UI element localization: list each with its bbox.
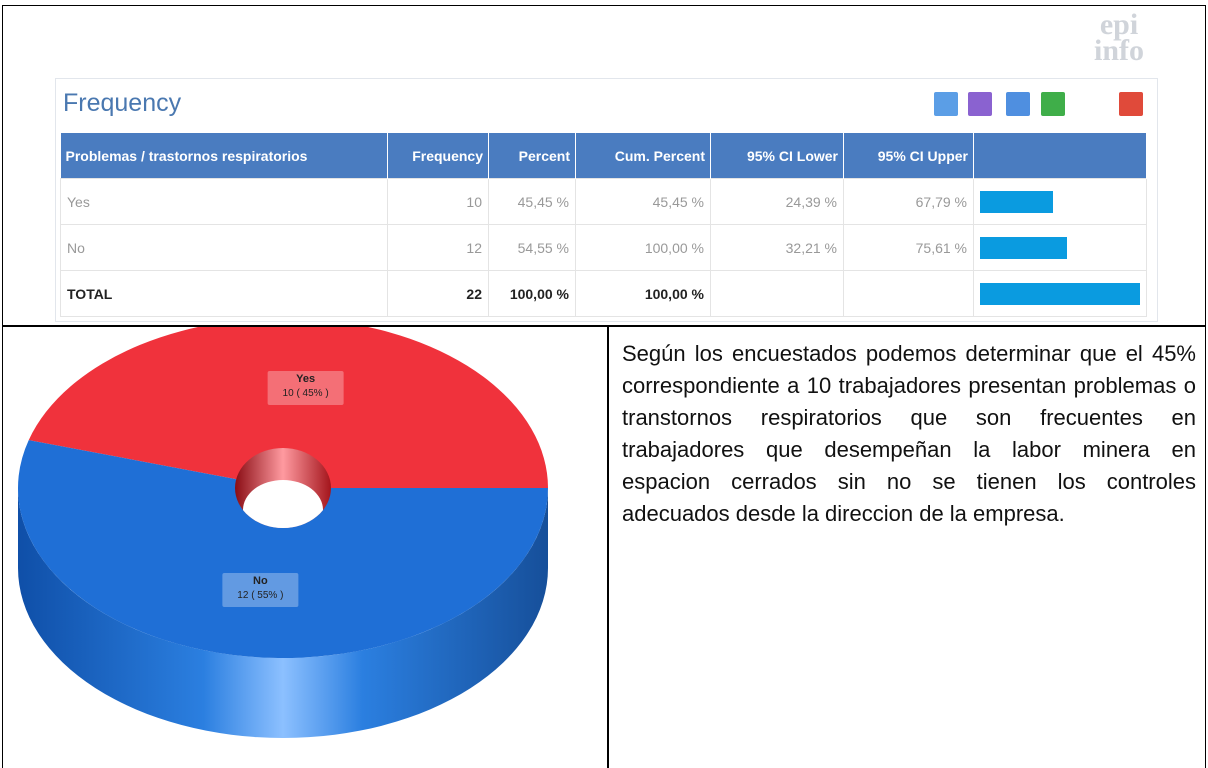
- header-cell: Frequency: [387, 133, 489, 179]
- header-cell: 95% CI Upper: [843, 133, 974, 179]
- table-cell: 45,45 %: [488, 178, 576, 225]
- table-cell: 10: [387, 178, 489, 225]
- text-cell: [607, 325, 1206, 768]
- bar-cell: [973, 178, 1147, 225]
- label-box: [222, 572, 299, 607]
- header-cell: Problemas / trastornos respiratorios: [60, 133, 388, 179]
- logo: epi info: [1088, 8, 1150, 67]
- table-cell: TOTAL: [60, 270, 388, 317]
- table-cell: 24,39 %: [710, 178, 844, 225]
- pie-side: [18, 488, 548, 738]
- logo-text: epi: [1099, 8, 1139, 41]
- table-cell: [843, 270, 974, 317]
- top-cell: [2, 5, 1206, 327]
- header-cell: Cum. Percent: [575, 133, 711, 179]
- bar: [980, 282, 1140, 305]
- slice-name: No: [253, 575, 268, 587]
- table-cell: 12: [387, 224, 489, 271]
- frequency-panel: Frequency Problemas / trastornos respira…: [55, 78, 1158, 322]
- table-cell: 100,00 %: [488, 270, 576, 317]
- pie-slice: [18, 440, 549, 658]
- frequency-table: Problemas / trastornos respiratorios Freq…: [60, 133, 1147, 317]
- table-cell: 67,79 %: [843, 178, 974, 225]
- header-cell: Percent: [488, 133, 576, 179]
- up-icon[interactable]: [1041, 92, 1065, 116]
- table-cell: 75,61 %: [843, 224, 974, 271]
- table-row: No 12 54,55 % 100,00 % 32,21 % 75,61 %: [60, 224, 1147, 271]
- header-cell: 95% CI Lower: [710, 133, 844, 179]
- slice-label: 10 ( 45% ): [283, 388, 329, 399]
- pie-slice: [28, 327, 548, 488]
- table-cell: 32,21 %: [710, 224, 844, 271]
- bar-cell: [973, 224, 1147, 271]
- logo-text: info: [1093, 34, 1144, 67]
- table-cell: 54,55 %: [488, 224, 576, 271]
- bar-cell: [973, 270, 1147, 317]
- table-cell: 45,45 %: [575, 178, 711, 225]
- paragraph: Según los encuestados podemos determinar…: [622, 341, 1196, 526]
- table-row: Yes 10 45,45 % 45,45 % 24,39 % 67,79 %: [60, 178, 1147, 225]
- table-cell: 22: [387, 270, 489, 317]
- list-icon[interactable]: [1006, 92, 1030, 116]
- slice-label: 12 ( 55% ): [237, 590, 283, 601]
- filter-icon[interactable]: [934, 92, 958, 116]
- close-icon[interactable]: [1119, 92, 1143, 116]
- chart-cell: [2, 325, 609, 768]
- bar: [980, 236, 1068, 259]
- table-cell: No: [60, 224, 388, 271]
- settings-icon[interactable]: [968, 92, 992, 116]
- bar: [980, 190, 1053, 213]
- slice-name: Yes: [296, 373, 315, 385]
- label-box: [267, 371, 344, 406]
- panel-title: Frequency: [63, 89, 182, 117]
- header-cell: [973, 133, 1147, 179]
- pie-chart: Yes 10 ( 45% ) No 12 ( 55% ): [18, 327, 549, 738]
- table-cell: 100,00 %: [575, 224, 711, 271]
- table-cell: [710, 270, 844, 317]
- table-cell: Yes: [60, 178, 388, 225]
- table-row: TOTAL 22 100,00 % 100,00 %: [60, 270, 1147, 317]
- table-cell: 100,00 %: [575, 270, 711, 317]
